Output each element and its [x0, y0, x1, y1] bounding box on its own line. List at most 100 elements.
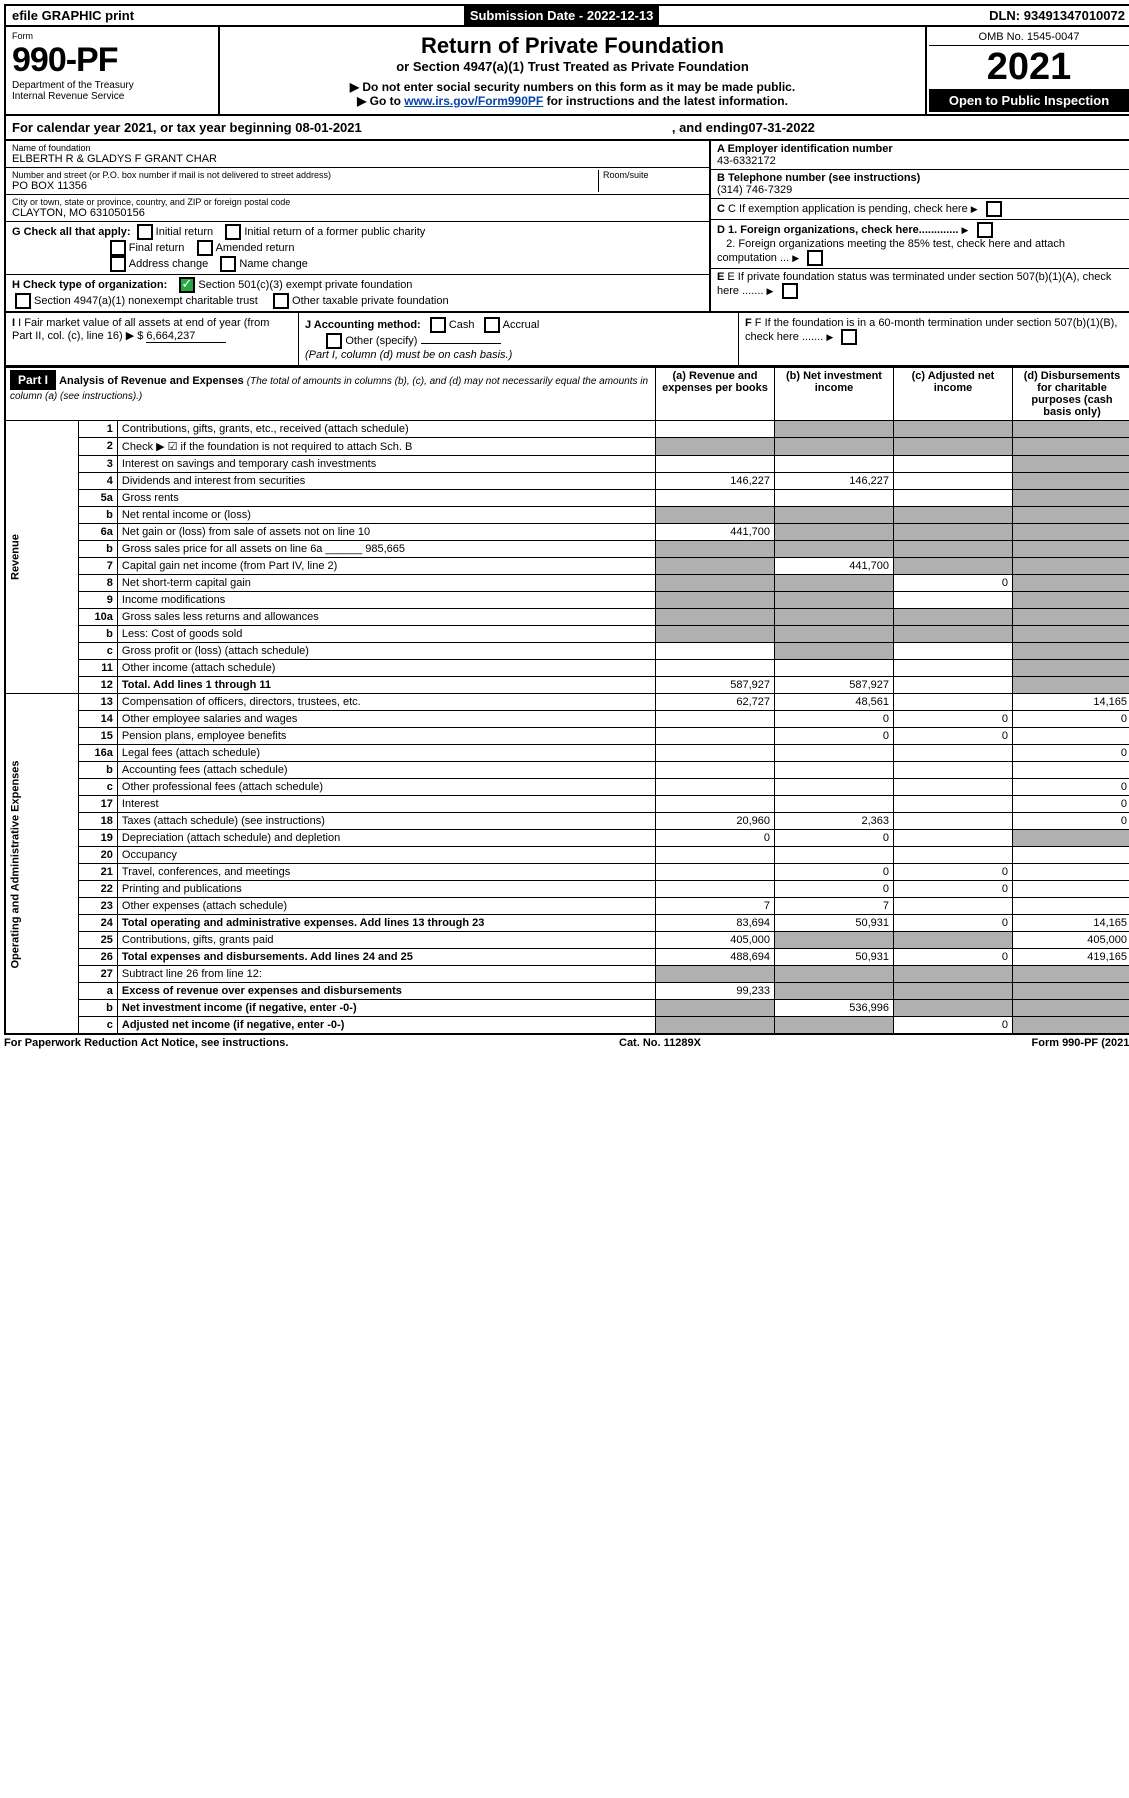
warning-2: ▶ Go to www.irs.gov/Form990PF for instru… [226, 94, 919, 108]
cell-value [656, 609, 775, 626]
irs-label: Internal Revenue Service [12, 91, 212, 102]
j-note: (Part I, column (d) must be on cash basi… [305, 349, 512, 361]
cell-value [894, 438, 1013, 456]
submission-date: Submission Date - 2022-12-13 [464, 6, 660, 25]
cell-value [894, 932, 1013, 949]
row-description: Subtract line 26 from line 12: [117, 966, 655, 983]
table-row: 6aNet gain or (loss) from sale of assets… [5, 524, 1129, 541]
ein-value: 43-6332172 [717, 155, 776, 167]
checkbox-d2[interactable] [807, 250, 823, 266]
row-number: c [78, 779, 117, 796]
row-description: Gross sales less returns and allowances [117, 609, 655, 626]
checkbox-d1[interactable] [977, 222, 993, 238]
cell-value [656, 456, 775, 473]
row-number: a [78, 983, 117, 1000]
name-label: Name of foundation [12, 143, 703, 153]
cell-value: 587,927 [775, 677, 894, 694]
table-row: bGross sales price for all assets on lin… [5, 541, 1129, 558]
cell-value [1013, 966, 1129, 983]
checkbox-initial-public[interactable] [225, 224, 241, 240]
cell-value [656, 490, 775, 507]
cell-value [1013, 677, 1129, 694]
cell-value [656, 779, 775, 796]
row-description: Legal fees (attach schedule) [117, 745, 655, 762]
cell-value [894, 592, 1013, 609]
checkbox-e[interactable] [782, 283, 798, 299]
cell-value [1013, 490, 1129, 507]
checkbox-f[interactable] [841, 329, 857, 345]
part1-title: Analysis of Revenue and Expenses [59, 375, 244, 387]
checkbox-initial-return[interactable] [137, 224, 153, 240]
checkbox-address-change[interactable] [110, 256, 126, 272]
col-a-header: (a) Revenue and expenses per books [656, 368, 775, 421]
checkbox-final-return[interactable] [110, 240, 126, 256]
col-d-header: (d) Disbursements for charitable purpose… [1013, 368, 1129, 421]
table-row: 16aLegal fees (attach schedule)0 [5, 745, 1129, 762]
row-number: 25 [78, 932, 117, 949]
cell-value [775, 524, 894, 541]
cell-value [775, 932, 894, 949]
irs-link[interactable]: www.irs.gov/Form990PF [404, 94, 543, 108]
checkbox-4947[interactable] [15, 293, 31, 309]
cell-value: 62,727 [656, 694, 775, 711]
checkbox-other-taxable[interactable] [273, 293, 289, 309]
cell-value: 536,996 [775, 1000, 894, 1017]
cell-value [775, 762, 894, 779]
row-number: 11 [78, 660, 117, 677]
cell-value [894, 558, 1013, 575]
cell-value [656, 421, 775, 438]
cell-value [1013, 626, 1129, 643]
checkbox-amended[interactable] [197, 240, 213, 256]
table-row: 7Capital gain net income (from Part IV, … [5, 558, 1129, 575]
cell-value: 0 [1013, 796, 1129, 813]
cell-value [1013, 847, 1129, 864]
table-row: 8Net short-term capital gain0 [5, 575, 1129, 592]
form-title: Return of Private Foundation [226, 33, 919, 59]
section-c: C C If exemption application is pending,… [711, 199, 1129, 220]
checkbox-accrual[interactable] [484, 317, 500, 333]
row-description: Total expenses and disbursements. Add li… [117, 949, 655, 966]
table-row: 26Total expenses and disbursements. Add … [5, 949, 1129, 966]
part1-table: Part I Analysis of Revenue and Expenses … [4, 367, 1129, 1035]
efile-label[interactable]: efile GRAPHIC print [6, 6, 140, 25]
cell-value: 7 [656, 898, 775, 915]
cell-value [775, 983, 894, 1000]
checkbox-501c3[interactable] [179, 277, 195, 293]
checkbox-c[interactable] [986, 201, 1002, 217]
table-row: 5aGross rents [5, 490, 1129, 507]
row-description: Pension plans, employee benefits [117, 728, 655, 745]
cell-value: 0 [1013, 711, 1129, 728]
form-subtitle: or Section 4947(a)(1) Trust Treated as P… [226, 59, 919, 74]
row-number: 19 [78, 830, 117, 847]
page-footer: For Paperwork Reduction Act Notice, see … [4, 1035, 1129, 1051]
cell-value [894, 847, 1013, 864]
checkbox-name-change[interactable] [220, 256, 236, 272]
checkbox-cash[interactable] [430, 317, 446, 333]
cell-value [775, 490, 894, 507]
cell-value [775, 966, 894, 983]
cell-value: 50,931 [775, 915, 894, 932]
row-description: Interest [117, 796, 655, 813]
top-bar: efile GRAPHIC print Submission Date - 20… [4, 4, 1129, 27]
cell-value: 0 [1013, 745, 1129, 762]
cell-value [894, 745, 1013, 762]
row-description: Other professional fees (attach schedule… [117, 779, 655, 796]
col-b-header: (b) Net investment income [775, 368, 894, 421]
cell-value [1013, 643, 1129, 660]
cell-value [1013, 864, 1129, 881]
calendar-year-row: For calendar year 2021, or tax year begi… [4, 116, 1129, 141]
checkbox-other-method[interactable] [326, 333, 342, 349]
cell-value [775, 575, 894, 592]
cell-value [775, 592, 894, 609]
row-number: 7 [78, 558, 117, 575]
table-row: 3Interest on savings and temporary cash … [5, 456, 1129, 473]
cell-value [1013, 421, 1129, 438]
row-description: Other employee salaries and wages [117, 711, 655, 728]
city-label: City or town, state or province, country… [12, 197, 703, 207]
cell-value [775, 779, 894, 796]
cell-value [656, 643, 775, 660]
cell-value [775, 456, 894, 473]
table-row: 20Occupancy [5, 847, 1129, 864]
cell-value: 0 [894, 915, 1013, 932]
cell-value [894, 524, 1013, 541]
